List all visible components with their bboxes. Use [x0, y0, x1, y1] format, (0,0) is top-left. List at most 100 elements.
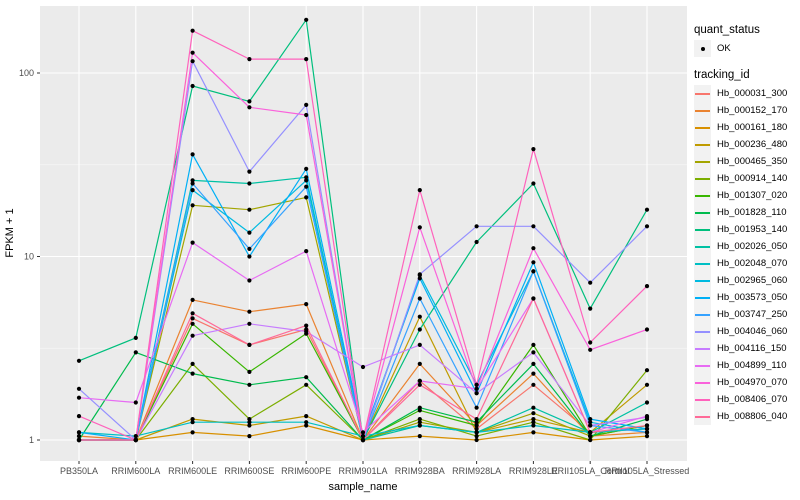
- data-point: [190, 316, 195, 321]
- data-point: [190, 59, 195, 64]
- data-point: [190, 181, 195, 186]
- legend-item-label: Hb_000152_170: [717, 105, 788, 116]
- legend-item-Hb_003573_050: Hb_003573_050: [694, 289, 800, 306]
- data-point: [190, 50, 195, 55]
- legend-item-label: Hb_000161_180: [717, 122, 788, 133]
- data-point: [247, 57, 252, 62]
- line-key-icon: [694, 272, 711, 289]
- x-tick-label: RRIM600SE: [224, 466, 274, 476]
- legend-item-Hb_000914_140: Hb_000914_140: [694, 170, 800, 187]
- data-point: [417, 420, 422, 425]
- data-point: [644, 400, 650, 405]
- data-point: [247, 105, 252, 110]
- data-point: [531, 430, 536, 435]
- data-point: [247, 99, 252, 104]
- data-point: [588, 306, 593, 311]
- data-point: [304, 329, 309, 334]
- legend-item-Hb_003747_250: Hb_003747_250: [694, 306, 800, 323]
- data-point: [304, 414, 309, 419]
- data-point: [190, 188, 195, 193]
- data-point: [190, 371, 195, 376]
- data-point: [190, 203, 195, 208]
- legend-item-Hb_008406_070: Hb_008406_070: [694, 391, 800, 408]
- line-key-icon: [694, 238, 711, 255]
- legend-item-ok: OK: [694, 40, 800, 57]
- x-tick-label: PB350LA: [60, 466, 98, 476]
- legend-item-Hb_001828_110: Hb_001828_110: [694, 204, 800, 221]
- data-point: [644, 434, 650, 439]
- data-point: [417, 296, 422, 301]
- y-tick-label: 1: [29, 435, 34, 445]
- x-tick-label: RRII105LA_Control: [551, 466, 629, 476]
- data-point: [247, 230, 252, 235]
- legend-item-label: Hb_004116_150: [717, 343, 787, 354]
- legend-item-label: Hb_002026_050: [717, 241, 788, 252]
- data-point: [531, 417, 536, 422]
- data-point: [304, 302, 309, 307]
- data-point: [190, 430, 195, 435]
- legend-item-label: Hb_001953_140: [717, 224, 788, 235]
- legend-item-label: Hb_002965_060: [717, 275, 788, 286]
- data-point: [531, 423, 536, 428]
- line-key-icon: [694, 357, 711, 374]
- line-key-icon: [694, 187, 711, 204]
- data-point: [76, 434, 82, 439]
- data-point: [531, 350, 536, 355]
- legend-item-label: Hb_000914_140: [717, 173, 788, 184]
- data-point: [304, 175, 309, 180]
- data-point: [190, 152, 195, 157]
- data-point: [247, 342, 252, 347]
- data-point: [304, 166, 309, 171]
- data-point: [304, 195, 309, 200]
- data-point: [76, 395, 82, 400]
- data-point: [588, 434, 593, 439]
- data-point: [247, 207, 252, 212]
- line-key-icon: [694, 255, 711, 272]
- legend-item-Hb_000031_300: Hb_000031_300: [694, 85, 800, 102]
- data-point: [474, 405, 479, 410]
- data-point: [417, 314, 422, 319]
- legend-item-Hb_000236_480: Hb_000236_480: [694, 136, 800, 153]
- legend-item-label: Hb_004970_070: [717, 377, 788, 388]
- data-point: [190, 28, 195, 33]
- data-point: [531, 147, 536, 152]
- legend-item-Hb_000465_350: Hb_000465_350: [694, 153, 800, 170]
- x-axis-title: sample_name: [328, 481, 397, 493]
- data-point: [304, 382, 309, 387]
- line-key-icon: [694, 136, 711, 153]
- x-tick-label: RRIM600LE: [168, 466, 217, 476]
- legend-item-Hb_004116_150: Hb_004116_150: [694, 340, 800, 357]
- data-point: [531, 181, 536, 186]
- legend-item-Hb_002965_060: Hb_002965_060: [694, 272, 800, 289]
- legend-item-Hb_001307_020: Hb_001307_020: [694, 187, 800, 204]
- data-point: [133, 335, 138, 340]
- legend-item-Hb_000161_180: Hb_000161_180: [694, 119, 800, 136]
- data-point: [588, 280, 593, 285]
- legend-item-label: Hb_003573_050: [717, 292, 788, 303]
- legend-item-label: Hb_000031_300: [717, 88, 788, 99]
- legend-item-label: Hb_002048_070: [717, 258, 788, 269]
- data-point: [247, 321, 252, 326]
- data-point: [247, 434, 252, 439]
- data-point: [190, 321, 195, 326]
- data-point: [588, 417, 593, 422]
- data-point: [644, 423, 650, 428]
- data-point: [417, 342, 422, 347]
- x-tick-label: RRII105LA_Stressed: [605, 466, 690, 476]
- data-point: [360, 437, 366, 443]
- data-point: [304, 249, 309, 254]
- data-point: [417, 382, 422, 387]
- legend-item-Hb_000152_170: Hb_000152_170: [694, 102, 800, 119]
- data-point: [474, 391, 479, 396]
- x-tick-label: RRIM600PE: [281, 466, 331, 476]
- data-point: [190, 240, 195, 245]
- data-point: [360, 364, 366, 370]
- data-point: [531, 405, 536, 410]
- data-point: [247, 246, 252, 251]
- data-point: [304, 57, 309, 62]
- data-point: [644, 414, 650, 419]
- x-tick-label: RRIM928BA: [395, 466, 445, 476]
- data-point: [588, 420, 593, 425]
- legend-item-label: Hb_001307_020: [717, 190, 788, 201]
- data-point: [588, 437, 593, 443]
